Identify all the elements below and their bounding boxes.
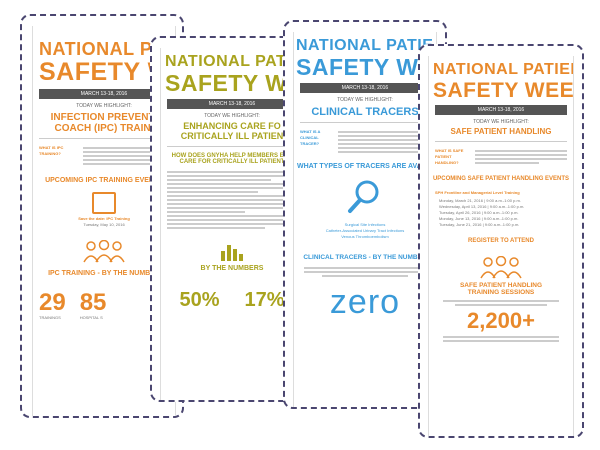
save-date-sub: Tuesday, May 10, 2016 <box>83 222 125 227</box>
body-text <box>167 170 297 229</box>
focus-topic-line2: COACH (IPC) TRAINI <box>54 123 154 134</box>
flyer-critically-ill: NATIONAL PATIE SAFETY WE MARCH 13-18, 20… <box>150 36 314 402</box>
flyer-title-line2: SAFETY WE <box>296 54 435 80</box>
date-banner: MARCH 13-18, 2016 <box>39 89 169 99</box>
tracer-item: Venous Thromboembolism <box>341 234 389 240</box>
flyer-title-line1: NATIONAL PATIENT <box>433 61 573 78</box>
bar-chart-icon <box>221 244 243 261</box>
focus-topic-line1: INFECTION PREVENTI <box>50 112 158 123</box>
sessions-text <box>443 299 559 306</box>
events-heading: UPCOMING SAFE PATIENT HANDLING EVENTS <box>432 175 570 182</box>
stat-zero: zero <box>329 283 401 322</box>
description-text <box>83 145 169 167</box>
sessions-heading-line1: SAFE PATIENT HANDLING <box>459 281 543 289</box>
stat-percent-2: 17% <box>244 288 285 311</box>
highlight-label: TODAY WE HIGHLIGHT: <box>76 103 132 109</box>
date-banner: MARCH 13-18, 2016 <box>435 105 567 115</box>
stat-percent-1: 50% <box>179 288 220 311</box>
stat-hospitals: 85 <box>79 289 107 316</box>
date-banner: MARCH 13-18, 2016 <box>167 99 297 109</box>
divider <box>39 138 169 139</box>
tracer-item: Catheter-Associated Urinary Tract Infect… <box>325 228 405 234</box>
sessions-heading-line2: TRAINING SESSIONS <box>467 288 535 296</box>
date-banner: MARCH 13-18, 2016 <box>300 83 430 93</box>
focus-topic: SAFE PATIENT HANDLING <box>450 127 552 136</box>
flyer-safe-patient-handling: NATIONAL PATIENT SAFETY WEEK MARCH 13-18… <box>418 44 584 438</box>
stat-hospitals-label: HOSPITAL S <box>79 315 103 320</box>
flyer-title-line1: NATIONAL PATIE <box>165 53 303 70</box>
save-date-text: Save the date: IPC Training <box>78 216 130 221</box>
what-is-label: WHAT IS A CLINICAL TRACER? <box>300 129 321 147</box>
tracer-item: Surgical Site Infections <box>344 222 386 228</box>
description-text <box>475 148 567 166</box>
focus-topic-line2: CRITICALLY ILL PATIEN <box>180 130 284 141</box>
divider <box>167 145 297 147</box>
stat-staff: 2,200+ <box>467 307 535 333</box>
highlight-label: TODAY WE HIGHLIGHT: <box>337 97 393 103</box>
training-date: Wednesday, April 13, 2016 | 9:00 a.m.-1:… <box>439 203 525 209</box>
numbers-heading: CLINICAL TRACERS - BY THE NUMBER <box>303 254 427 262</box>
stat-trainings-label: TRAININGS <box>39 315 61 320</box>
divider <box>435 140 567 142</box>
numbers-heading: BY THE NUMBERS <box>200 264 264 272</box>
stat-trainings: 29 <box>39 289 66 316</box>
what-is-label: WHAT IS SAFE PATIENT HANDLING? <box>435 147 464 165</box>
people-icon <box>83 240 125 263</box>
events-heading: UPCOMING IPC TRAINING EVENTS <box>45 177 163 184</box>
magnifier-icon <box>348 180 379 214</box>
how-heading-line1: HOW DOES GNYHA HELP MEMBERS ENH <box>171 152 293 159</box>
training-date: Monday, March 21, 2016 | 9:00 a.m.-1:00 … <box>439 197 521 203</box>
highlight-label: TODAY WE HIGHLIGHT: <box>204 113 260 119</box>
focus-topic-line1: ENHANCING CARE FO <box>183 121 281 131</box>
training-date: Monday, June 13, 2016 | 9:00 a.m.-1:00 p… <box>439 215 519 221</box>
flyer-title-line2: SAFETY WE <box>165 70 304 96</box>
training-title: SPH Frontline and Managerial Level Train… <box>435 189 520 195</box>
training-date: Tuesday, June 21, 2016 | 9:00 a.m.-1:00 … <box>439 221 520 227</box>
focus-topic: CLINICAL TRACERS <box>311 106 419 118</box>
register-link[interactable]: REGISTER TO ATTEND <box>468 237 534 244</box>
flyer-title-line1: NATIONAL PATIE <box>39 39 175 59</box>
flyer-title-line2: SAFETY WEEK <box>433 79 574 102</box>
calendar-icon <box>92 192 116 214</box>
training-date: Tuesday, April 26, 2016 | 9:00 a.m.-1:00… <box>439 209 519 215</box>
numbers-heading: IPC TRAINING - BY THE NUMBER <box>48 270 160 277</box>
divider <box>300 122 430 124</box>
how-heading-line2: CARE FOR CRITICALLY ILL PATIENT <box>179 158 285 165</box>
people-icon <box>480 255 522 279</box>
numbers-text <box>304 267 426 278</box>
types-heading: WHAT TYPES OF TRACERS ARE AVAILA <box>297 163 433 171</box>
highlight-label: TODAY WE HIGHLIGHT: <box>473 119 529 125</box>
what-is-label: WHAT IS IPC TRAINING? <box>39 145 64 156</box>
staff-text <box>443 335 559 342</box>
description-text <box>338 129 430 155</box>
flyer-title-line1: NATIONAL PATIE <box>296 37 434 54</box>
